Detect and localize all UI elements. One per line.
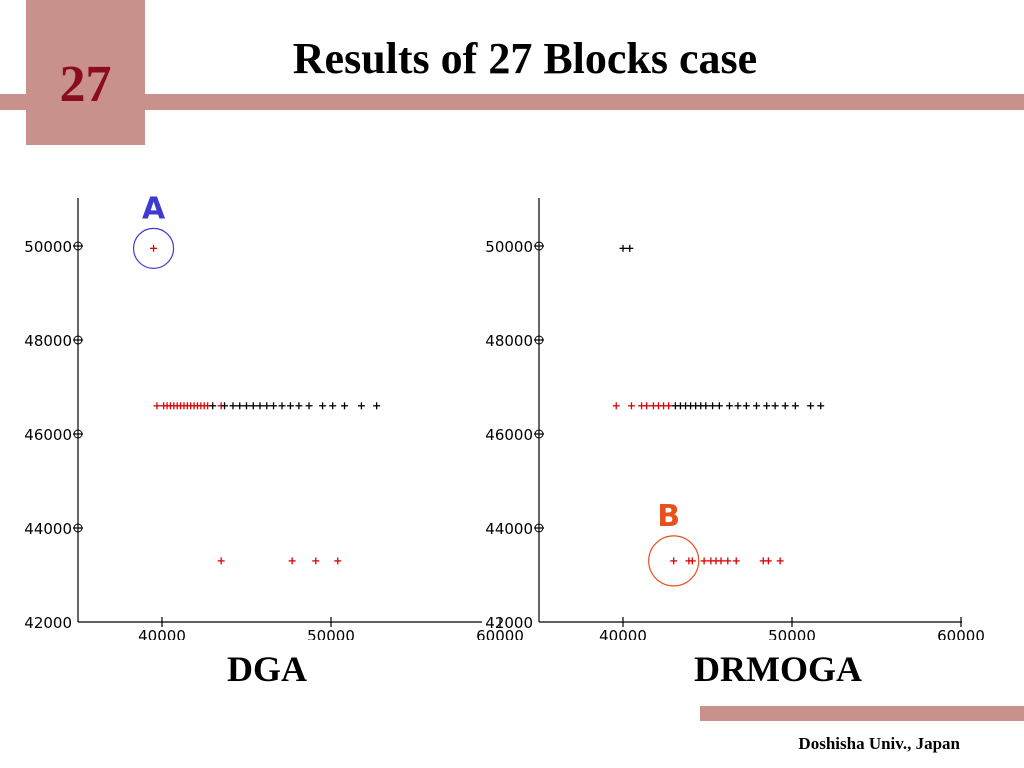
y-tick-label: 42000 xyxy=(24,614,72,632)
x-tick-label: 50000 xyxy=(768,627,816,640)
y-tick-marker xyxy=(73,429,83,439)
data-point-black xyxy=(725,402,733,410)
data-point-black xyxy=(781,402,789,410)
data-point-red xyxy=(612,402,620,410)
annotation-circle-b xyxy=(648,535,700,587)
y-tick-label: 50000 xyxy=(485,238,533,256)
data-point-red xyxy=(312,557,320,565)
data-point-black xyxy=(709,402,717,410)
data-point-black xyxy=(221,402,229,410)
data-point-black xyxy=(619,244,627,252)
data-point-black xyxy=(256,402,264,410)
data-point-black xyxy=(305,402,313,410)
data-point-red xyxy=(288,557,296,565)
y-tick-marker xyxy=(73,523,83,533)
data-point-black xyxy=(319,402,327,410)
data-point-black xyxy=(742,402,750,410)
y-tick-label: 46000 xyxy=(485,426,533,444)
x-tick-label: 60000 xyxy=(476,627,524,640)
chart-label-drmoga: DRMOGA xyxy=(694,649,862,689)
header-band xyxy=(0,94,1024,110)
y-tick-marker xyxy=(534,241,544,251)
data-point-black xyxy=(715,402,723,410)
chart-dga: 42000 44000 46000 48000 50000 40000 50000 60000… xyxy=(24,191,524,640)
annotation-label-a: A xyxy=(142,191,166,226)
slide-title: Results of 27 Blocks case xyxy=(292,34,758,83)
data-point-red xyxy=(724,557,732,565)
data-point-black xyxy=(243,402,250,410)
data-point-black xyxy=(341,402,349,410)
y-tick-label: 48000 xyxy=(485,332,533,350)
data-point-black xyxy=(753,402,761,410)
scatter-charts: 42000 44000 46000 48000 50000 40000 50000 60000… xyxy=(24,191,985,640)
chart-drmoga: 42000 44000 46000 48000 50000 40000 50000 60000… xyxy=(485,198,985,640)
data-point-red xyxy=(334,557,342,565)
data-point-red xyxy=(688,557,696,565)
data-point-black xyxy=(229,402,237,410)
data-point-black xyxy=(295,402,303,410)
data-point-black xyxy=(771,402,779,410)
y-tick-label: 48000 xyxy=(24,332,72,350)
data-point-black xyxy=(791,402,799,410)
data-point-red xyxy=(700,557,708,565)
data-point-red xyxy=(732,557,740,565)
data-point-red xyxy=(764,557,772,565)
annotation-label-b: B xyxy=(657,499,680,534)
x-tick-label: 40000 xyxy=(599,627,647,640)
y-tick-marker xyxy=(73,335,83,345)
data-point-black xyxy=(734,402,742,410)
annotation-circle-a xyxy=(132,227,175,269)
data-point-black xyxy=(286,402,294,410)
data-point-black xyxy=(626,244,634,252)
data-point-black xyxy=(278,402,286,410)
data-point-black xyxy=(357,402,365,410)
page-number: 27 xyxy=(59,56,112,113)
page-number-box xyxy=(26,0,145,145)
data-point-black xyxy=(817,402,825,410)
y-tick-marker xyxy=(534,335,544,345)
data-point-black xyxy=(763,402,771,410)
data-point-red xyxy=(643,402,651,410)
data-point-black xyxy=(807,402,815,410)
y-tick-marker xyxy=(534,523,544,533)
data-point-red xyxy=(717,557,725,565)
data-point-black xyxy=(329,402,337,410)
data-point-black xyxy=(373,402,381,410)
data-point-red xyxy=(627,402,635,410)
chart-label-dga: DGA xyxy=(227,649,307,689)
y-tick-label: 42000 xyxy=(485,614,533,632)
data-point-red xyxy=(665,402,673,410)
data-point-red xyxy=(153,402,161,410)
data-point-black xyxy=(270,402,278,410)
y-tick-label: 44000 xyxy=(24,520,72,538)
y-tick-marker xyxy=(73,241,83,251)
data-point-black xyxy=(702,402,710,410)
y-tick-marker xyxy=(534,429,544,439)
data-point-red xyxy=(217,557,225,565)
x-tick-label: 60000 xyxy=(937,627,985,640)
y-tick-label: 50000 xyxy=(24,238,72,256)
y-tick-label: 46000 xyxy=(24,426,72,444)
data-point-red xyxy=(150,244,158,252)
footer-band xyxy=(700,706,1024,721)
footer-text: Doshisha Univ., Japan xyxy=(798,734,960,753)
data-point-red xyxy=(670,557,678,565)
data-point-black xyxy=(263,402,271,410)
y-tick-label: 44000 xyxy=(485,520,533,538)
data-point-black xyxy=(249,402,257,410)
x-tick-label: 50000 xyxy=(307,627,355,640)
data-point-black xyxy=(209,402,217,410)
x-tick-label: 40000 xyxy=(138,627,186,640)
data-point-red xyxy=(776,557,784,565)
data-point-black xyxy=(236,402,244,410)
